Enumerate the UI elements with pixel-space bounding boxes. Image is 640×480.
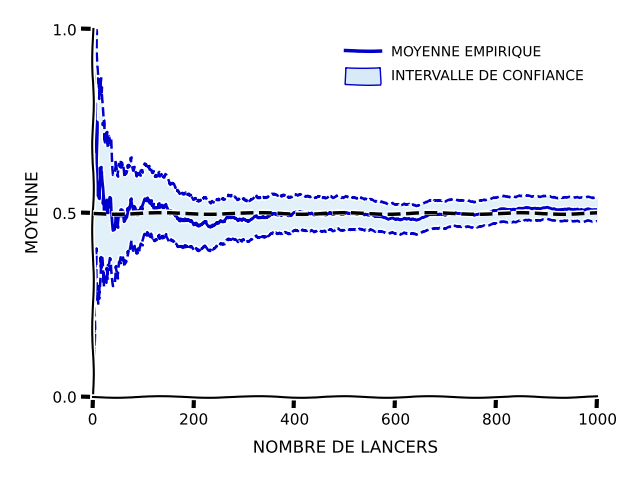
X-axis label: NOMBRE DE LANCERS: NOMBRE DE LANCERS [253, 439, 437, 456]
Y-axis label: MOYENNE: MOYENNE [23, 172, 42, 254]
Legend: MOYENNE EMPIRIQUE, INTERVALLE DE CONFIANCE: MOYENNE EMPIRIQUE, INTERVALLE DE CONFIAN… [339, 36, 591, 91]
